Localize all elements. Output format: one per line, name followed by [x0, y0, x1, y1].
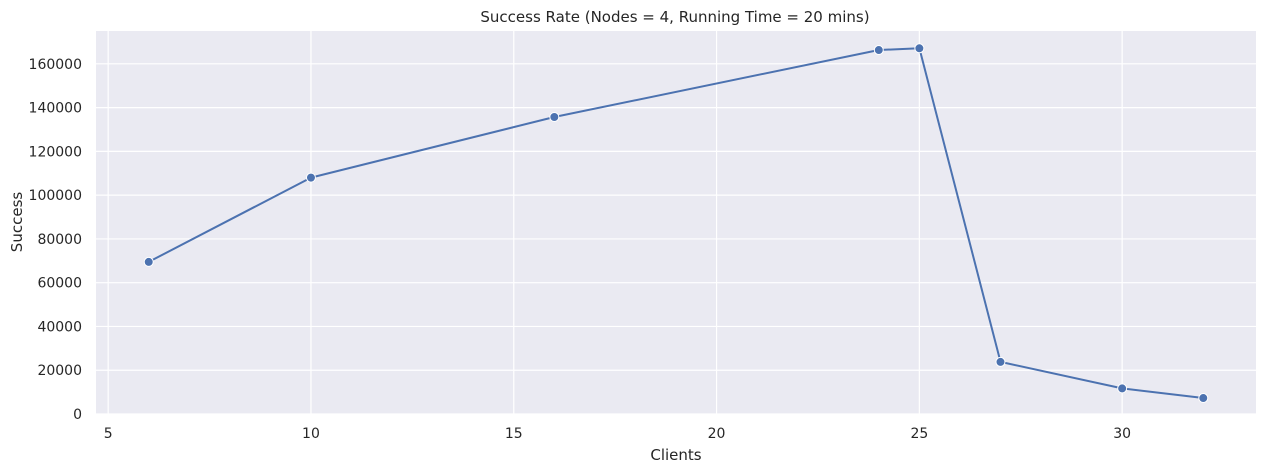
x-axis-title: Clients — [650, 446, 701, 464]
x-tick-label: 15 — [505, 426, 523, 442]
x-tick-label: 25 — [910, 426, 928, 442]
y-tick-label: 160000 — [29, 57, 82, 73]
x-tick-label: 20 — [708, 426, 726, 442]
y-axis: 0 20000 40000 60000 80000 100000 120000 140000 1… — [29, 57, 82, 423]
plot-area — [96, 31, 1256, 414]
x-tick-label: 10 — [302, 426, 320, 442]
y-tick-label: 100000 — [29, 188, 82, 204]
y-tick-label: 80000 — [37, 232, 82, 248]
x-tick-label: 5 — [104, 426, 113, 442]
y-tick-label: 120000 — [29, 144, 82, 160]
y-tick-label: 140000 — [29, 101, 82, 117]
data-point — [549, 112, 560, 123]
grid-lines — [96, 31, 1256, 415]
x-tick-label: 30 — [1113, 426, 1131, 442]
y-tick-label: 60000 — [37, 276, 82, 292]
y-tick-label: 40000 — [37, 319, 82, 335]
data-point — [143, 256, 154, 267]
series-line — [148, 47, 1204, 399]
data-point — [995, 356, 1006, 367]
x-axis: 5 10 15 20 25 30 — [104, 426, 1131, 442]
chart-title: Success Rate (Nodes = 4, Running Time = … — [480, 8, 869, 26]
data-point — [914, 43, 925, 54]
y-axis-title: Success — [8, 192, 26, 253]
data-point — [305, 172, 316, 183]
y-tick-label: 20000 — [37, 363, 82, 379]
data-point — [1198, 393, 1209, 404]
series-markers — [143, 43, 1209, 404]
data-point — [873, 45, 884, 56]
data-point — [1117, 383, 1128, 394]
y-tick-label: 0 — [73, 407, 82, 423]
